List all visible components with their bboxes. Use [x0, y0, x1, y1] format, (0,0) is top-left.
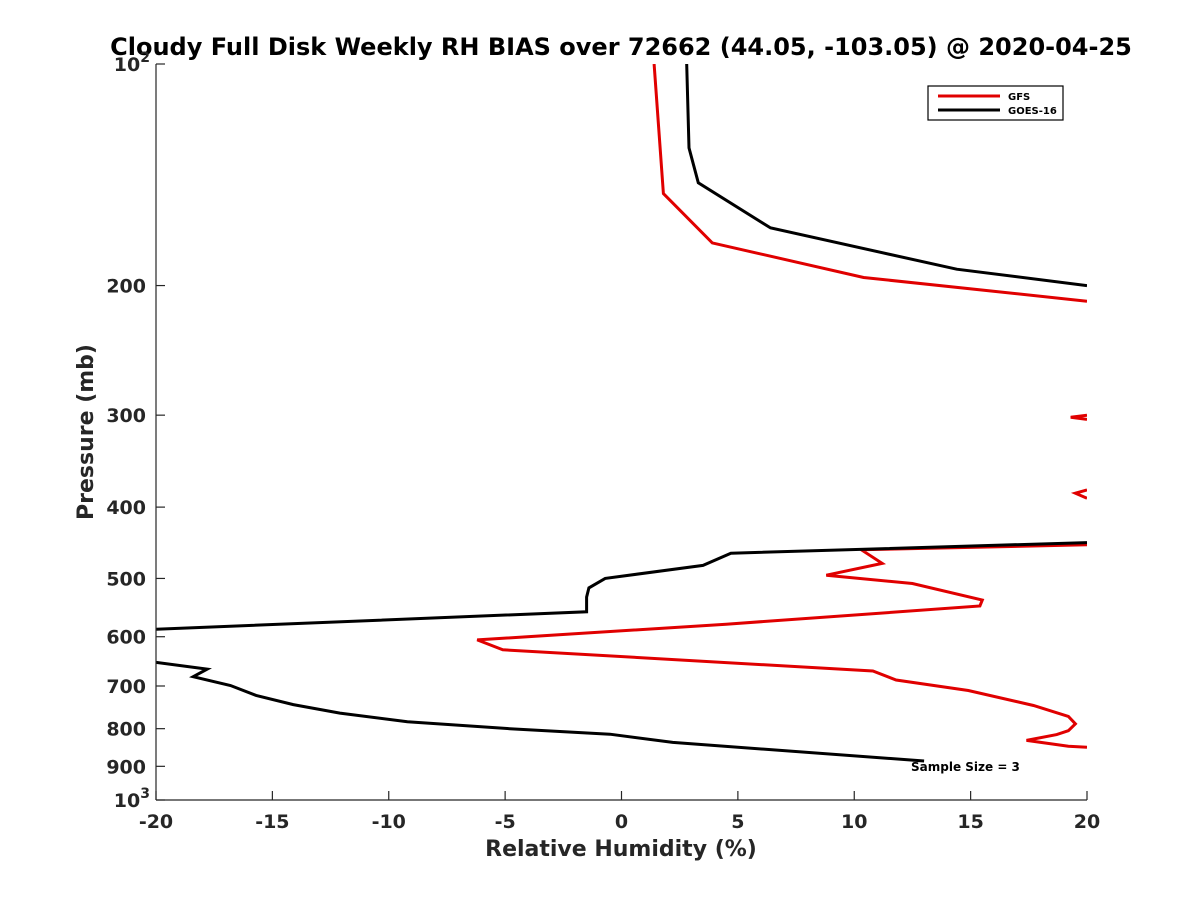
- chart-title: Cloudy Full Disk Weekly RH BIAS over 726…: [110, 33, 1132, 61]
- x-tick-label-1: -15: [255, 811, 289, 833]
- plot-lines: [156, 64, 1087, 763]
- series-line-goes-16-seg-1: [156, 541, 1087, 631]
- legend-label-gfs: GFS: [1008, 92, 1030, 103]
- axes: -20 -15 -10 -5 0 5 10 15 20 102 200 300 400 500 600 700…: [106, 50, 1100, 833]
- y-tick-label-5: 600: [106, 627, 146, 649]
- y-tick-label-3: 400: [106, 497, 146, 519]
- legend: GFS GOES-16: [927, 85, 1064, 121]
- x-tick-label-6: 10: [841, 811, 867, 833]
- x-tick-label-7: 15: [957, 811, 983, 833]
- series-line-gfs-seg-1: [1070, 413, 1087, 421]
- y-tick-label-0: 102: [114, 50, 150, 76]
- sample-size-annotation: Sample Size = 3: [911, 760, 1020, 774]
- series-line-goes-16-seg-2: [156, 660, 925, 763]
- legend-label-goes-16: GOES-16: [1008, 106, 1057, 117]
- x-tick-label-5: 5: [731, 811, 744, 833]
- y-tick-label-9: 103: [114, 786, 150, 812]
- series-line-gfs-seg-0: [652, 64, 1087, 303]
- x-tick-label-4: 0: [615, 811, 628, 833]
- x-tick-label-2: -10: [372, 811, 406, 833]
- x-tick-label-8: 20: [1074, 811, 1100, 833]
- x-tick-label-0: -20: [139, 811, 173, 833]
- legend-box: [927, 85, 1064, 121]
- y-tick-label-6: 700: [106, 676, 146, 698]
- x-axis-label: Relative Humidity (%): [485, 837, 757, 862]
- series-line-gfs-seg-3: [476, 543, 1087, 749]
- y-tick-label-7: 800: [106, 719, 146, 741]
- series-line-goes-16-seg-0: [685, 64, 1087, 288]
- y-tick-label-1: 200: [106, 276, 146, 298]
- y-tick-label-4: 500: [106, 568, 146, 590]
- x-tick-label-3: -5: [495, 811, 516, 833]
- series-line-gfs-seg-2: [1070, 488, 1087, 500]
- y-tick-label-8: 900: [106, 756, 146, 778]
- y-tick-label-2: 300: [106, 405, 146, 427]
- y-axis-label: Pressure (mb): [74, 344, 99, 520]
